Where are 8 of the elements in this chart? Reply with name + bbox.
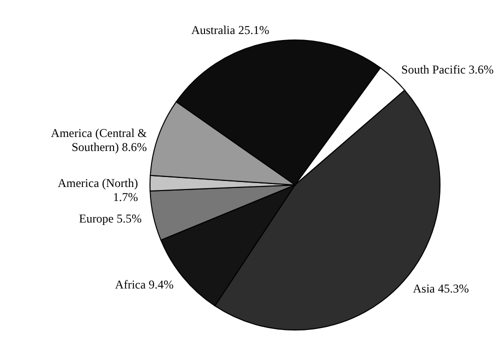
- slice-label: Asia 45.3%: [412, 282, 469, 296]
- slice-label: America (Central & Southern) 8.6%: [50, 126, 148, 154]
- slice-label: Australia 25.1%: [191, 23, 270, 38]
- slice-label: Europe 5.5%: [78, 212, 142, 226]
- data-label: 1.7%: [113, 190, 138, 204]
- slice-label: Africa 9.4%: [115, 278, 174, 292]
- slice-label: America (North): [58, 176, 138, 190]
- slice-label: South Pacific 3.6%: [401, 62, 494, 76]
